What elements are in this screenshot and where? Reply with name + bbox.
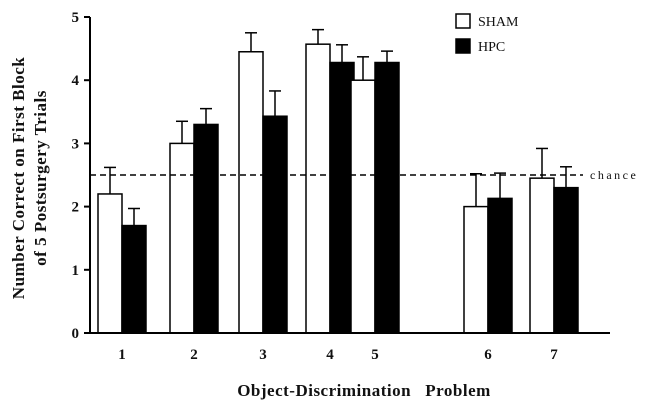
x-tick-label-3: 3 xyxy=(259,347,267,363)
axes xyxy=(84,16,610,334)
bar-hpc-7 xyxy=(553,186,579,334)
bar-sham-4 xyxy=(305,43,331,334)
bar-sham-5 xyxy=(350,79,376,334)
x-tick-label-4: 4 xyxy=(326,347,334,363)
bar-hpc-4 xyxy=(329,61,355,334)
legend-label-sham: SHAM xyxy=(478,15,519,30)
y-axis-title-line-1: Number Correct on First Block xyxy=(9,57,28,299)
y-tick-label-3: 3 xyxy=(72,136,80,152)
y-tick-label-0: 0 xyxy=(72,326,80,342)
legend-swatch-hpc xyxy=(455,38,471,54)
bar-hpc-2 xyxy=(193,123,219,334)
bar-sham-3 xyxy=(238,51,264,334)
bar-sham-7 xyxy=(529,177,555,334)
y-axis-title: Number Correct on First Block of 5 Posts… xyxy=(9,57,50,299)
x-tick-label-2: 2 xyxy=(190,347,198,363)
legend-swatch-sham xyxy=(455,13,471,29)
bar-hpc-6 xyxy=(487,197,513,334)
bar-sham-2 xyxy=(169,142,195,334)
bar-hpc-3 xyxy=(262,115,288,334)
x-tick-label-5: 5 xyxy=(371,347,379,363)
legend-label-hpc: HPC xyxy=(478,40,505,55)
legend: SHAM HPC xyxy=(455,13,519,55)
bar-hpc-1 xyxy=(121,224,147,334)
bar-layer xyxy=(97,43,579,334)
chance-label: chance xyxy=(590,168,638,182)
x-tick-label-7: 7 xyxy=(550,347,558,363)
y-tick-label-1: 1 xyxy=(72,263,80,279)
error-bar-layer xyxy=(104,28,572,226)
bar-sham-6 xyxy=(463,205,489,334)
bar-sham-1 xyxy=(97,193,123,334)
y-tick-label-4: 4 xyxy=(72,73,80,89)
x-tick-label-1: 1 xyxy=(118,347,126,363)
y-axis-title-line-2: of 5 Postsurgery Trials xyxy=(31,90,50,266)
y-tick-label-5: 5 xyxy=(72,10,80,26)
y-tick-label-2: 2 xyxy=(72,200,80,216)
tick-labels: 1 2 3 4 5 6 7 0 1 2 3 4 5 xyxy=(72,10,559,363)
bar-hpc-5 xyxy=(374,61,400,334)
chance-reference-line: chance xyxy=(90,168,638,182)
x-tick-label-6: 6 xyxy=(484,347,492,363)
x-axis-title: Object-Discrimination Problem xyxy=(237,381,491,400)
